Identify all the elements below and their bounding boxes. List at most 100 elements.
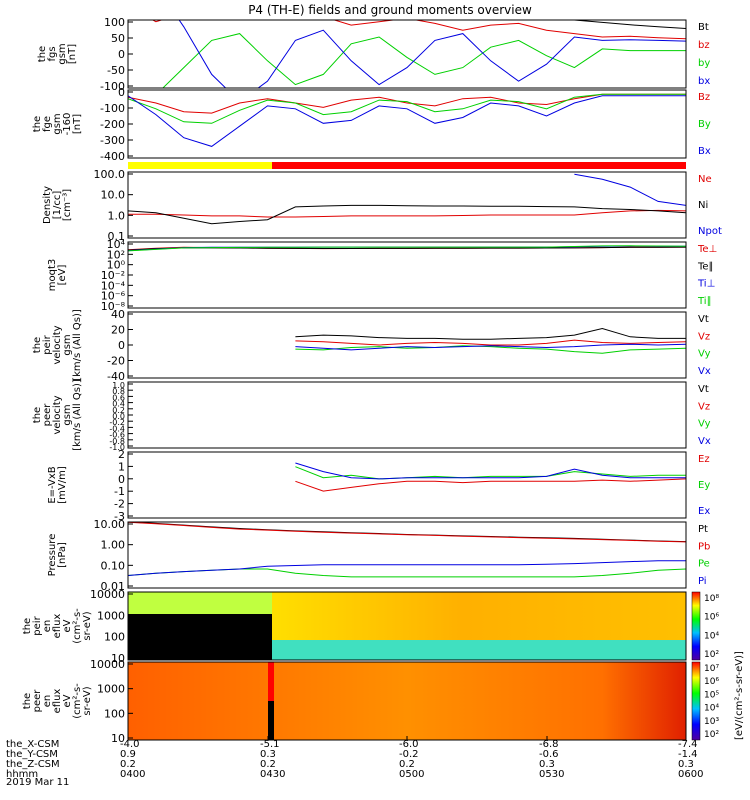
y-tick-label: 0	[118, 86, 125, 99]
series-line-By	[128, 93, 686, 124]
colorbar-tick: 10⁷	[704, 664, 719, 674]
colorbar-tick: 10⁶	[704, 613, 719, 623]
colorbar-tick: 10⁵	[704, 690, 719, 700]
panel-efield: 210-1-2-3 E=-VxB [mV/m] Ez Ey Ex	[47, 448, 710, 523]
colorbar-tick: 10⁴	[704, 704, 719, 714]
colorbar-tick: 10⁶	[704, 677, 719, 687]
series-line-Bt	[570, 20, 686, 29]
y-tick-label: 100	[104, 707, 125, 720]
series-group	[128, 173, 686, 225]
legend-entry: Vx	[698, 366, 711, 377]
legend-entry: Ni	[698, 200, 708, 211]
y-tick-label: 2	[118, 448, 125, 461]
footer-value: 0.3	[260, 749, 276, 760]
y-tick-label: -0.8	[109, 437, 125, 446]
series-line-bz	[151, 20, 686, 40]
y-tick-label: -0.2	[109, 418, 125, 427]
panel-frame	[127, 451, 687, 519]
y-tick-label: 1.0	[108, 209, 126, 222]
y-axis-label: peer	[32, 689, 43, 713]
colorbar-peir_eflux	[691, 591, 701, 661]
series-line-Bx	[128, 95, 686, 147]
series-line-Pi	[128, 560, 686, 576]
y-axis-label: (cm²-s-	[72, 608, 83, 644]
panel-fge_gsm: 0 -100 -200 -300 -400 the fge gsm -160 [nT] Bz By Bx	[32, 86, 711, 163]
y-tick-label: 10000	[90, 658, 125, 671]
y-tick-label: -0.6	[109, 431, 125, 440]
panel-frame	[127, 89, 687, 159]
footer-value: 0500	[399, 769, 424, 780]
panel-frame	[127, 591, 687, 661]
footer-value: -4.0	[120, 739, 140, 750]
y-tick-label: -100	[100, 102, 125, 115]
footer-row-label: the_X-CSM	[6, 739, 59, 750]
y-axis-label: eflux	[52, 689, 63, 714]
y-tick-label: 20	[111, 324, 125, 337]
y-tick-label: 1000	[97, 683, 125, 696]
y-axis-label: fgs	[47, 46, 58, 61]
colorbar-tick: 10⁸	[704, 594, 719, 604]
footer-row-label: hhmm	[6, 769, 38, 780]
footer-value: 0.2	[260, 759, 276, 770]
y-axis-label: Density	[42, 186, 53, 224]
y-tick-label: 100.0	[94, 168, 126, 181]
y-tick-label: -100	[100, 80, 125, 93]
colorbar-tick: 10²	[704, 650, 719, 660]
y-axis-label: en	[42, 620, 53, 633]
series-line-Vx	[295, 343, 686, 351]
y-axis-label: gsm	[62, 404, 73, 425]
series-group	[295, 462, 686, 492]
colorbar-tick: 10³	[704, 717, 719, 727]
y-tick-label: -1.0	[109, 443, 125, 452]
panel-pressure: 10.00 1.00 0.10 0.01 Pressure [nPa] Pt Pb Pe Pi	[47, 518, 710, 593]
y-tick-label: 10⁰	[107, 259, 126, 272]
footer-value: 0600	[678, 769, 703, 780]
y-tick-label: -3	[114, 510, 125, 523]
series-line-Ex	[295, 462, 686, 480]
y-axis-label: gsm	[52, 113, 63, 134]
y-tick-label: -1	[114, 485, 125, 498]
series-line-bx	[178, 20, 686, 88]
series-group	[128, 245, 686, 252]
series-line-Npot	[574, 173, 686, 206]
footer-value: 0530	[539, 769, 564, 780]
series-line-Ez	[295, 478, 686, 492]
y-tick-label: 0.2	[112, 406, 125, 415]
y-tick-label: 10⁻²	[101, 269, 125, 282]
heatmap-peer_eflux	[128, 662, 686, 740]
legend-entry: Ti∥	[697, 296, 712, 307]
plot-title: P4 (TH-E) fields and ground moments over…	[248, 3, 532, 17]
panel-frame	[127, 171, 687, 239]
y-tick-label: -400	[100, 150, 125, 163]
date-label: 2019 Mar 11	[6, 777, 69, 788]
y-axis-label: gsm	[57, 43, 68, 64]
legend-entry: Ey	[698, 480, 710, 491]
colorbar-tick: 10⁴	[704, 631, 719, 641]
y-axis-label: eflux	[52, 614, 63, 639]
footer-value: -7.4	[678, 739, 698, 750]
panel-fgs_gsm: 100 50 0 -50 -100 the fgs gsm [nT] Bt bz by bx	[37, 16, 710, 93]
footer-value: 0430	[260, 769, 285, 780]
legend-entry: Pi	[698, 576, 707, 587]
y-axis-label: sr-eV)	[82, 611, 93, 640]
y-tick-label: 10⁻⁴	[101, 279, 126, 292]
y-tick-label: -50	[107, 64, 125, 77]
footer-value: -0.2	[399, 749, 419, 760]
y-tick-label: 10⁻⁶	[101, 290, 126, 303]
legend-entry: Pb	[698, 541, 710, 552]
y-tick-label: 0.0	[112, 412, 125, 421]
y-tick-label: 1.0	[112, 381, 125, 390]
y-tick-label: 10⁻⁸	[101, 300, 126, 313]
y-axis-label: peir	[42, 334, 53, 354]
series-line-by	[162, 33, 686, 88]
y-axis-label: peer	[42, 403, 53, 427]
y-axis-label: [km/s (All Qs)]	[72, 309, 83, 381]
legend-entry: Npot	[698, 226, 722, 237]
series-line-Pb	[128, 522, 686, 543]
y-tick-label: 1	[118, 460, 125, 473]
y-tick-label: 10.00	[94, 518, 126, 531]
footer-row-label: the_Y-CSM	[6, 749, 58, 760]
y-axis-label: -160	[62, 113, 73, 136]
panel-frame	[127, 521, 687, 589]
